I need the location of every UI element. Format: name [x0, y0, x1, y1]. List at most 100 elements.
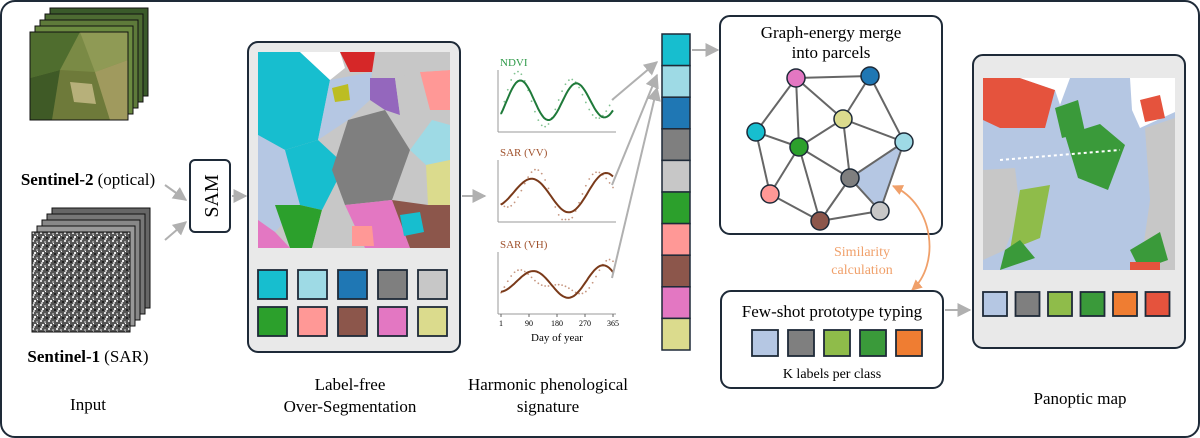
plot-point — [520, 269, 523, 271]
panoptic-swatch — [1047, 291, 1073, 317]
prototype-swatch — [787, 329, 815, 357]
sam-label: SAM — [201, 174, 223, 218]
panoptic-map — [983, 78, 1175, 270]
plot-point — [588, 287, 591, 289]
plot-point — [591, 281, 594, 284]
plot-point — [534, 279, 536, 282]
panoptic-swatch — [982, 291, 1008, 317]
similarity-arrow — [892, 185, 931, 291]
segment-swatch — [257, 306, 288, 337]
segment-swatch — [257, 269, 288, 300]
signature-caption-line2: signature — [517, 397, 579, 416]
prototype-swatch — [859, 329, 887, 357]
arrow-s2-to-sam — [164, 184, 188, 201]
plot-curve — [500, 171, 614, 214]
plot-x-tick-label: 270 — [579, 319, 591, 328]
plot-point — [530, 276, 533, 279]
plot-point — [608, 258, 611, 261]
segment-color-swatches — [257, 269, 448, 337]
feature-vector — [661, 33, 691, 351]
plot-point — [567, 79, 570, 82]
plot-x-tick-label: 1 — [499, 319, 503, 328]
plot-point — [584, 290, 587, 293]
segment-swatch — [337, 306, 368, 337]
plot-point — [571, 289, 574, 292]
feature-cell — [661, 128, 691, 162]
plot-point — [561, 284, 563, 287]
plot-point — [554, 108, 557, 111]
sentinel2-label: Sentinel-2 (optical) — [21, 170, 155, 189]
feature-cell — [661, 64, 691, 98]
plot-point — [517, 70, 519, 73]
sentinel1-label: Sentinel-1 (SAR) — [27, 347, 148, 366]
plot-point — [581, 193, 584, 195]
plot-point — [520, 73, 523, 76]
graph-node — [786, 68, 806, 88]
panoptic-color-swatches — [982, 291, 1171, 317]
plot-point — [537, 282, 540, 285]
plot-point — [534, 168, 536, 171]
prototype-swatches — [751, 329, 923, 357]
plot-point — [598, 117, 601, 119]
signature-plots: NDVI SAR (VV) SAR (VH) 1 90 180 270 365 Day of y… — [497, 57, 619, 344]
plot-point — [578, 86, 580, 89]
plot-point — [510, 275, 513, 277]
plot-point — [527, 176, 530, 179]
signature-caption-line1: Harmonic phenological — [468, 375, 628, 394]
plot-x-label: Day of year — [531, 332, 583, 344]
sam-box — [189, 159, 231, 233]
segment-swatch — [417, 269, 448, 300]
plot-x-tick-label: 365 — [607, 319, 619, 328]
plot-point — [567, 287, 570, 290]
sentinel2-image-stack — [29, 7, 149, 121]
plot-point — [561, 218, 563, 221]
graph-title-line1: Graph-energy merge — [761, 23, 902, 42]
plot-point — [584, 101, 587, 104]
plot-point — [578, 201, 580, 204]
plot-point — [612, 186, 614, 189]
feature-cell — [661, 159, 691, 193]
segmentation-caption-line2: Over-Segmentation — [284, 397, 417, 416]
plot-point — [523, 182, 526, 185]
segmentation-map — [258, 52, 450, 248]
graph-node — [870, 201, 890, 221]
graph-title-line2: into parcels — [792, 43, 871, 62]
plot-point — [605, 177, 608, 180]
plot-point — [530, 100, 533, 103]
plot-point — [561, 90, 563, 93]
graph-node — [894, 132, 914, 152]
plot-point — [581, 292, 584, 295]
plot-point — [567, 218, 570, 221]
graph-node — [746, 122, 766, 142]
plot-point — [608, 104, 611, 107]
panoptic-swatch — [1079, 291, 1106, 317]
feature-cell — [661, 254, 691, 288]
plot-label: SAR (VH) — [500, 239, 548, 251]
plot-point — [513, 271, 516, 274]
plot-point — [595, 275, 597, 278]
plot-point — [540, 124, 543, 127]
plot-point — [503, 286, 506, 288]
prototype-title: Few-shot prototype typing — [742, 302, 923, 321]
plot-point — [557, 99, 560, 101]
plot-point — [564, 218, 567, 221]
arrow-vh-to-vector — [611, 86, 661, 279]
feature-cell — [661, 33, 691, 67]
graph-node — [860, 66, 880, 86]
segment-swatch — [377, 306, 408, 337]
plot-point — [537, 119, 540, 122]
feature-cell — [661, 317, 691, 351]
plot-point — [571, 216, 574, 219]
similarity-label-line1: Similarity — [834, 245, 890, 260]
plot-point — [520, 189, 523, 192]
graph-network — [746, 66, 914, 231]
plot-curve — [500, 79, 614, 121]
input-caption: Input — [70, 395, 106, 414]
plot-point — [547, 187, 550, 190]
plot-point — [506, 88, 509, 91]
plot-point — [540, 172, 543, 175]
plot-point — [503, 100, 506, 103]
feature-cell — [661, 222, 691, 256]
segment-swatch — [297, 306, 328, 337]
